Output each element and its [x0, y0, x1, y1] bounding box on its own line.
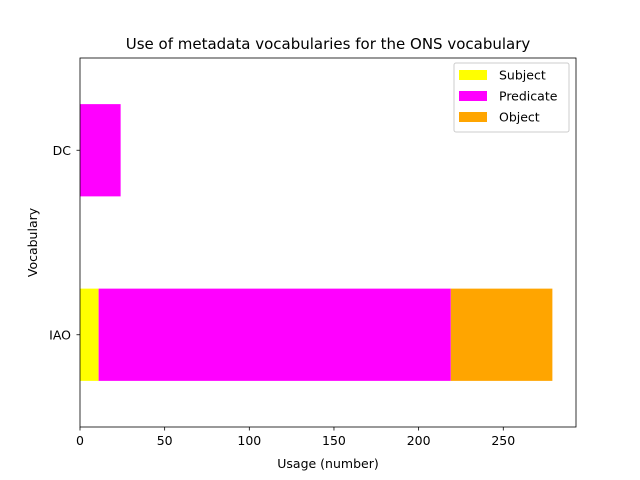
x-tick-label: 250 [491, 433, 515, 448]
x-tick-label: 200 [407, 433, 431, 448]
legend-swatch-predicate [459, 91, 487, 101]
y-axis: IAO DC [49, 143, 80, 342]
bar-iao-predicate [98, 288, 451, 381]
legend-label-predicate: Predicate [499, 89, 558, 104]
legend-swatch-subject [459, 70, 487, 80]
bar-iao-object [450, 288, 553, 381]
x-tick-label: 50 [157, 433, 173, 448]
x-tick-label: 100 [237, 433, 261, 448]
y-tick-label-dc: DC [53, 143, 72, 158]
x-tick-label: 0 [76, 433, 84, 448]
x-tick-label: 150 [322, 433, 346, 448]
x-axis: 0 50 100 150 200 250 [76, 427, 515, 448]
legend-label-object: Object [499, 110, 540, 125]
y-tick-label-iao: IAO [49, 327, 71, 342]
legend: Subject Predicate Object [453, 62, 570, 133]
legend-swatch-object [459, 112, 487, 122]
x-axis-label: Usage (number) [277, 456, 378, 471]
bar-dc-predicate [80, 104, 121, 197]
y-axis-label: Vocabulary [25, 207, 40, 277]
legend-label-subject: Subject [499, 68, 546, 83]
bar-iao-subject [80, 288, 99, 381]
chart-title: Use of metadata vocabularies for the ONS… [126, 35, 531, 53]
bars-layer [80, 104, 553, 381]
plot-frame [79, 57, 577, 428]
